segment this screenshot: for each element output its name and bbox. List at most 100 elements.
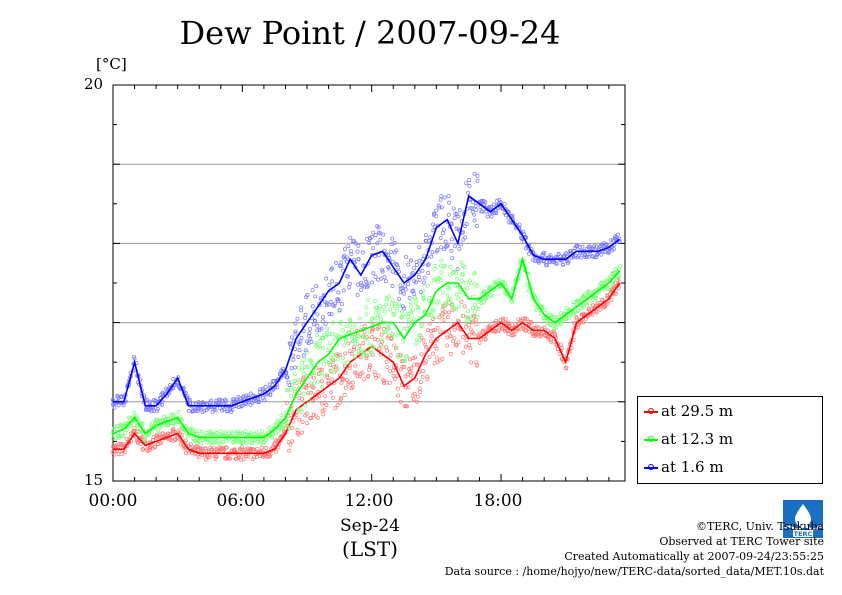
sample-point-1 [404,385,409,390]
sample-point-3 [417,258,422,263]
sample-point-1 [264,445,268,450]
sample-point-2 [263,438,268,443]
sample-point-2 [353,354,358,359]
sample-point-1 [574,315,579,319]
sample-point-2 [303,365,308,369]
sample-point-2 [394,308,399,313]
sample-point-2 [448,264,453,269]
sample-point-2 [299,361,304,366]
sample-point-3 [439,205,444,210]
sample-point-1 [296,432,301,437]
sample-point-2 [549,313,554,318]
sample-point-1 [459,299,464,304]
sample-point-3 [467,184,472,188]
sample-point-3 [267,382,272,387]
sample-point-1 [300,420,305,425]
sample-point-2 [286,387,291,392]
sample-point-2 [445,285,450,290]
sample-point-3 [311,322,316,327]
sample-point-3 [379,276,384,281]
sample-point-1 [322,407,327,412]
sample-point-1 [140,446,145,451]
sample-point-3 [185,394,190,399]
sample-point-1 [116,452,121,457]
sample-point-3 [584,254,589,259]
sample-point-2 [461,314,466,318]
sample-point-1 [427,321,432,326]
sample-point-1 [205,455,210,460]
sample-point-2 [317,344,322,349]
sample-point-2 [345,360,350,365]
sample-point-2 [296,378,301,382]
sample-point-1 [584,316,589,321]
sample-point-2 [320,384,325,389]
sample-point-3 [426,262,431,267]
sample-point-1 [387,369,392,374]
sample-point-2 [447,286,452,291]
sample-point-3 [154,408,159,413]
sample-point-1 [393,377,398,381]
sample-point-2 [405,314,410,319]
sample-point-1 [290,439,295,444]
sample-point-3 [224,399,228,403]
sample-point-3 [359,288,364,293]
sample-point-2 [381,305,386,310]
sample-point-2 [608,274,613,279]
sample-point-2 [404,354,409,359]
sample-point-2 [371,316,376,321]
sample-point-2 [439,258,444,263]
y-unit-label: [°C] [96,55,127,73]
sample-point-3 [507,220,512,225]
sample-point-1 [267,454,272,459]
x-date-label: Sep-24 [340,516,400,536]
sample-point-2 [616,276,621,281]
sample-point-1 [343,370,348,375]
sample-point-3 [348,235,353,240]
sample-point-3 [450,256,455,261]
sample-point-1 [552,332,557,337]
sample-point-2 [332,370,337,375]
sample-point-1 [398,399,403,404]
sample-point-3 [362,284,367,289]
sample-point-3 [296,354,301,359]
sample-point-1 [335,352,340,357]
sample-point-3 [554,261,559,266]
sample-point-1 [297,417,302,422]
sample-point-1 [362,324,367,329]
sample-point-2 [248,430,253,435]
sample-point-2 [602,287,607,292]
sample-point-1 [385,365,390,370]
sample-point-2 [349,327,354,332]
sample-point-3 [297,348,302,353]
sample-point-1 [506,331,511,336]
sample-point-1 [311,385,316,390]
sample-point-1 [402,365,407,369]
sample-point-3 [446,194,451,199]
sample-point-3 [327,311,332,316]
sample-point-2 [327,360,332,365]
sample-point-2 [320,371,324,376]
sample-point-2 [229,429,234,434]
sample-point-3 [299,305,304,310]
sample-point-3 [437,205,442,210]
sample-point-3 [429,254,434,259]
sample-point-2 [440,290,445,295]
sample-point-3 [447,200,452,205]
sample-point-2 [403,359,407,363]
sample-point-1 [360,370,365,375]
sample-point-1 [529,321,534,326]
sample-point-1 [304,411,309,416]
sample-point-3 [158,402,162,407]
sample-point-3 [474,224,479,229]
sample-point-3 [463,224,468,229]
sample-point-3 [434,214,439,218]
sample-point-3 [336,290,341,295]
sample-point-1 [304,386,309,390]
sample-point-2 [441,305,446,310]
sample-point-1 [600,298,604,303]
sample-point-2 [376,326,381,331]
sample-point-2 [317,370,322,375]
sample-point-2 [254,430,259,435]
sample-point-1 [343,351,348,356]
sample-point-1 [366,374,371,379]
